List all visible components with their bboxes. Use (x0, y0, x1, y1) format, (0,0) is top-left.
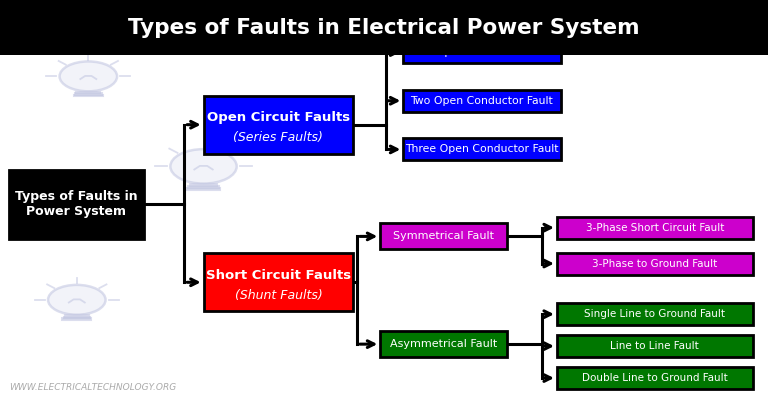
FancyBboxPatch shape (190, 184, 217, 186)
FancyBboxPatch shape (403, 90, 561, 112)
FancyBboxPatch shape (188, 186, 219, 188)
FancyBboxPatch shape (557, 367, 753, 389)
FancyBboxPatch shape (74, 95, 103, 97)
FancyBboxPatch shape (204, 253, 353, 311)
FancyBboxPatch shape (9, 170, 144, 239)
FancyBboxPatch shape (557, 253, 753, 275)
FancyBboxPatch shape (403, 138, 561, 160)
FancyBboxPatch shape (0, 0, 768, 55)
FancyBboxPatch shape (557, 303, 753, 325)
FancyBboxPatch shape (380, 223, 507, 249)
FancyBboxPatch shape (64, 317, 90, 318)
FancyBboxPatch shape (557, 217, 753, 239)
Text: Line to Line Fault: Line to Line Fault (611, 341, 699, 351)
FancyBboxPatch shape (75, 93, 101, 95)
Text: Symmetrical Fault: Symmetrical Fault (393, 231, 494, 241)
FancyBboxPatch shape (204, 96, 353, 154)
Circle shape (48, 285, 105, 315)
Text: Two Open Conductor Fault: Two Open Conductor Fault (411, 96, 553, 106)
FancyBboxPatch shape (557, 335, 753, 357)
Text: Short Circuit Faults: Short Circuit Faults (206, 269, 351, 282)
Circle shape (60, 61, 117, 91)
FancyBboxPatch shape (187, 188, 220, 190)
Text: Three Open Conductor Fault: Three Open Conductor Fault (406, 144, 558, 154)
Circle shape (170, 149, 237, 184)
FancyBboxPatch shape (76, 91, 101, 93)
FancyBboxPatch shape (380, 331, 507, 357)
Text: 3-Phase Short Circuit Fault: 3-Phase Short Circuit Fault (585, 223, 724, 233)
Text: WWW.ELECTRICALTECHNOLOGY.ORG: WWW.ELECTRICALTECHNOLOGY.ORG (9, 383, 177, 392)
Text: Asymmetrical Fault: Asymmetrical Fault (390, 339, 497, 349)
FancyBboxPatch shape (62, 318, 91, 320)
Text: (Series Faults): (Series Faults) (233, 131, 323, 144)
Text: Types of Faults in
Power System: Types of Faults in Power System (15, 190, 137, 219)
FancyBboxPatch shape (65, 315, 89, 316)
Text: Types of Faults in Electrical Power System: Types of Faults in Electrical Power Syst… (128, 18, 640, 38)
Text: (Shunt Faults): (Shunt Faults) (234, 288, 323, 302)
Text: One Open Conductor Fault: One Open Conductor Fault (409, 47, 554, 57)
FancyBboxPatch shape (403, 41, 561, 63)
Text: Single Line to Ground Fault: Single Line to Ground Fault (584, 309, 725, 319)
Text: Double Line to Ground Fault: Double Line to Ground Fault (582, 373, 727, 383)
Text: Open Circuit Faults: Open Circuit Faults (207, 111, 350, 124)
Text: 3-Phase to Ground Fault: 3-Phase to Ground Fault (592, 259, 717, 269)
